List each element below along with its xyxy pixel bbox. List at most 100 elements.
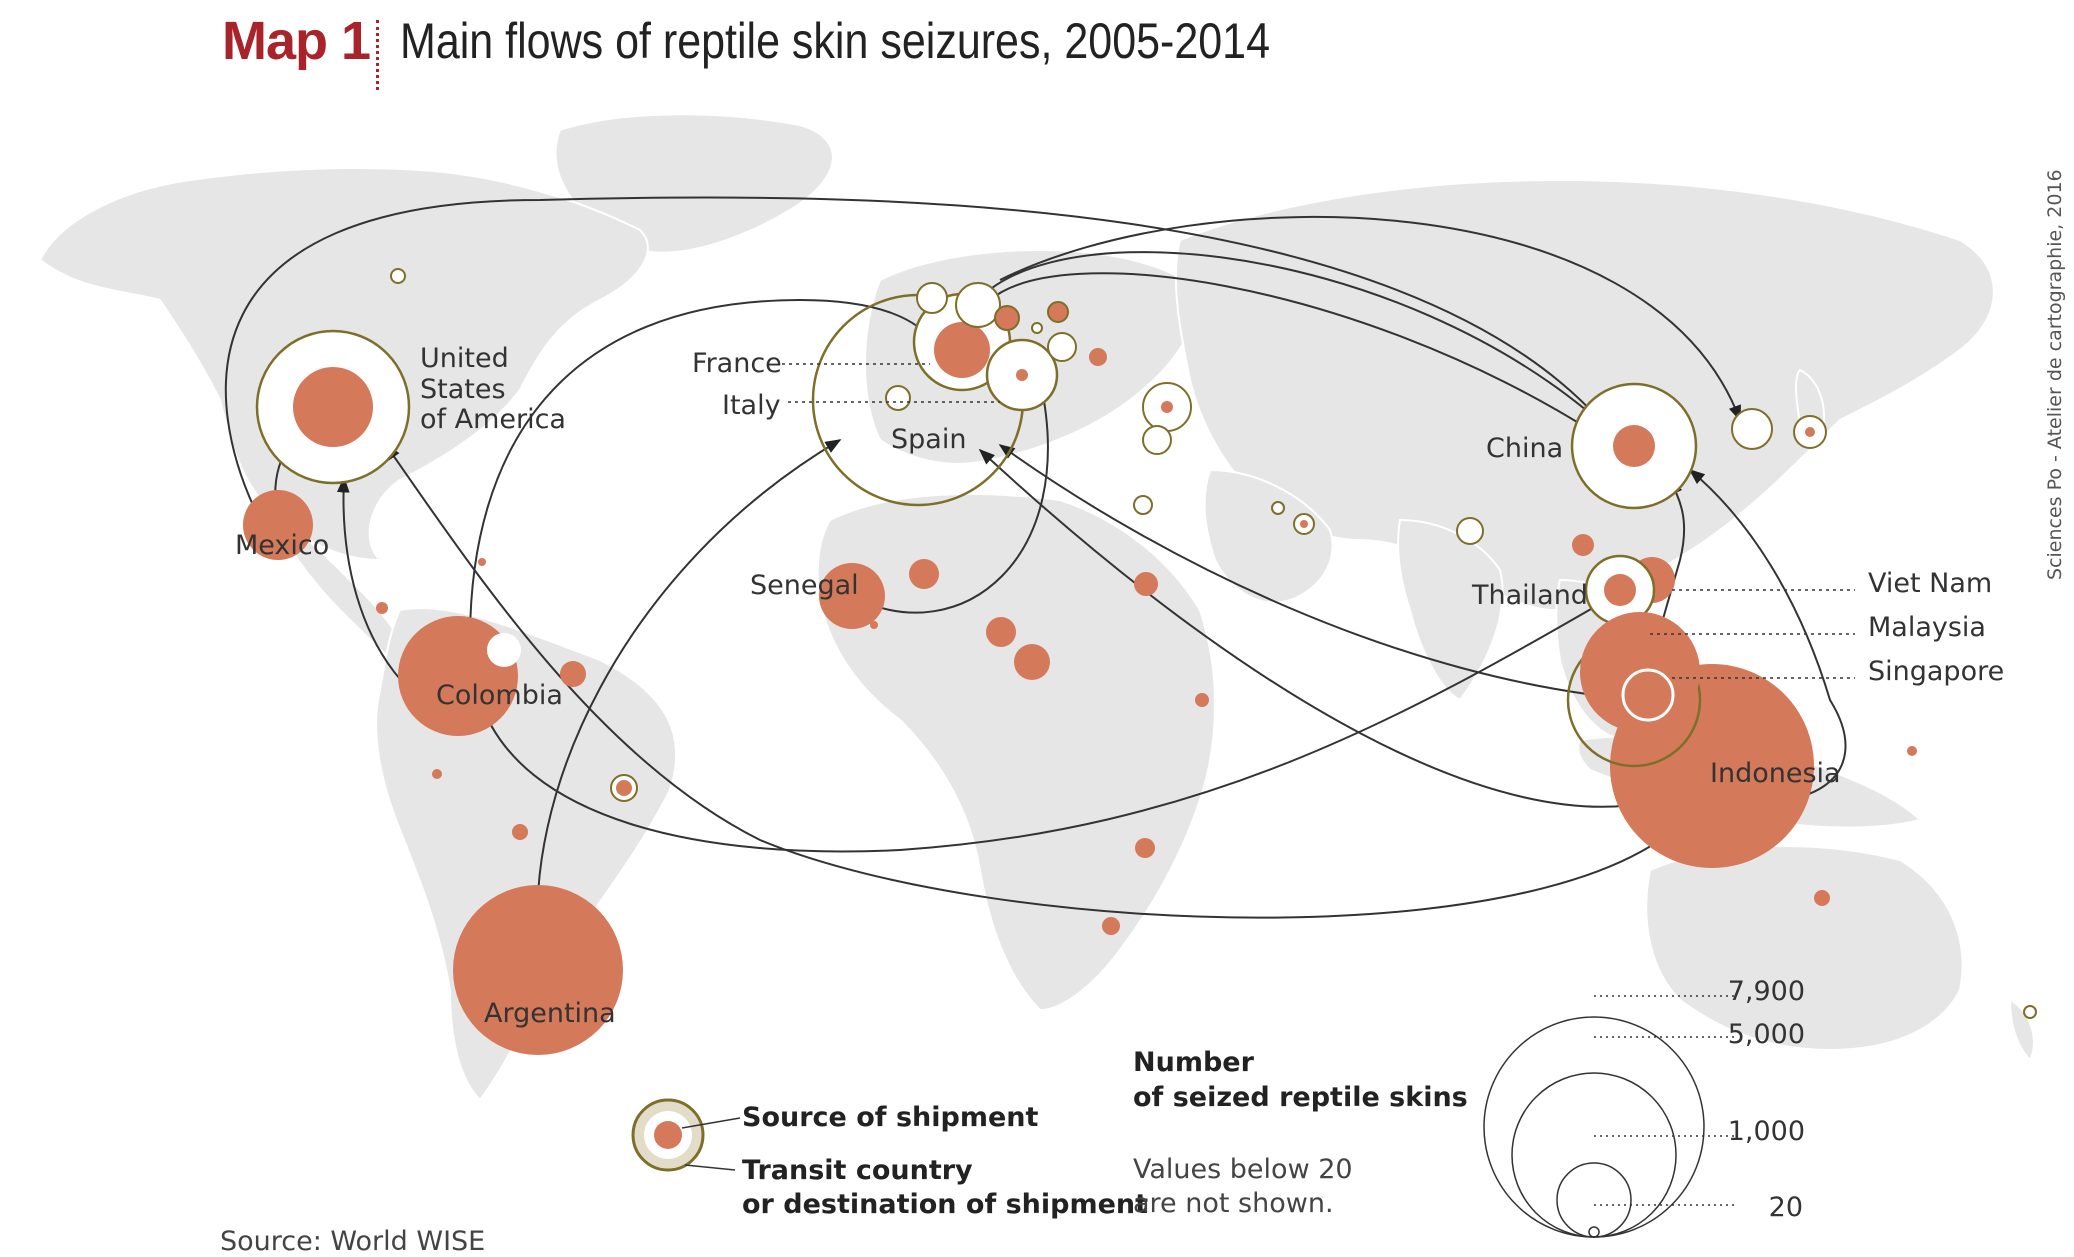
legend-source-label: Source of shipment <box>742 1102 1039 1133</box>
circle-brazil-source <box>616 780 632 796</box>
circle-nigeria-source <box>1014 644 1050 680</box>
land-masses <box>38 113 2035 1102</box>
flow-colombia-thailand <box>479 597 1612 853</box>
circle-kenya-source <box>1195 693 1209 707</box>
circle-australia-source <box>1814 890 1830 906</box>
flow-mexico-china <box>224 196 1602 521</box>
flow-indonesia-usa <box>385 443 1701 919</box>
flow-europe-china <box>989 272 1592 431</box>
circle-southafrica-source <box>1102 917 1120 935</box>
label-france: France <box>692 348 782 379</box>
flow-europe-china-2 <box>959 251 1622 442</box>
scale-label-1000: 1,000 <box>1728 1116 1805 1147</box>
circle-png-source <box>1907 746 1917 756</box>
circle-china-source <box>1613 425 1655 467</box>
circle-turkey-source <box>1161 401 1173 413</box>
scale-label-20: 20 <box>1769 1192 1803 1223</box>
flow-colombia-europe <box>469 298 936 641</box>
label-colombia: Colombia <box>436 680 563 711</box>
label-singapore: Singapore <box>1868 656 2004 687</box>
circle-bolivia-source <box>512 824 528 840</box>
circle-singapore-source <box>1643 690 1653 700</box>
circle-zambia-source <box>1135 838 1155 858</box>
circle-italy-source <box>1016 369 1028 381</box>
label-senegal: Senegal <box>750 570 859 601</box>
legend-size-title-2: of seized reptile skins <box>1133 1082 1468 1113</box>
circle-uk-transit <box>916 282 948 314</box>
label-usa-3: of America <box>420 404 566 435</box>
circle-russia-source <box>1089 348 1107 366</box>
scale-circle-5000 <box>1511 1072 1677 1238</box>
flow-malaysia-spain <box>998 444 1641 701</box>
legend-transit-label-1: Transit country <box>742 1155 973 1186</box>
circle-oman-source <box>1300 520 1308 528</box>
country-labels: United States of America Mexico Colombia… <box>235 343 2004 1029</box>
circle-japan-source <box>1805 427 1815 437</box>
legend-note-2: are not shown. <box>1133 1188 1334 1219</box>
land-australia <box>1645 845 1964 1052</box>
legend-transit-label-2: or destination of shipment <box>742 1189 1149 1220</box>
circle-canada-transit <box>390 268 406 284</box>
circles <box>243 268 2037 1055</box>
flow-senegal-italy <box>855 378 1050 614</box>
label-usa-2: States <box>420 374 506 405</box>
circle-nz-transit <box>2023 1005 2037 1019</box>
flow-colombia-usa <box>336 476 411 691</box>
circle-mali-source <box>909 559 939 589</box>
circle-thailand-source <box>1604 574 1636 606</box>
title-separator <box>376 20 379 90</box>
circle-mexico-source <box>243 490 313 560</box>
land-india <box>1397 518 1504 702</box>
circle-guyana-source <box>560 661 586 687</box>
circle-france-source <box>934 322 990 378</box>
scale-label-5000: 5,000 <box>1728 1019 1805 1050</box>
label-indonesia: Indonesia <box>1710 758 1841 789</box>
circle-argentina-source <box>453 885 623 1055</box>
land-africa <box>816 493 1216 1012</box>
circle-centralam-source <box>376 602 388 614</box>
label-malaysia: Malaysia <box>1868 612 1986 643</box>
legend-note-1: Values below 20 <box>1133 1154 1353 1185</box>
circle-ukraine-source <box>1047 301 1069 323</box>
legend-size-title-1: Number <box>1133 1047 1254 1078</box>
circle-guinea-source <box>870 621 878 629</box>
circle-singapore-transit <box>1621 668 1675 722</box>
flow-indonesia-spain <box>978 448 1661 808</box>
circle-caribbean-source <box>478 558 486 566</box>
map-number: Map 1 <box>222 11 371 71</box>
circle-korea-transit <box>1731 408 1773 450</box>
circle-germany-transit <box>955 282 1001 328</box>
credit: Sciences Po - Atelier de cartographie, 2… <box>2044 169 2066 580</box>
land-arabia <box>1203 468 1334 604</box>
circle-usa-source <box>293 367 373 447</box>
circle-ghana-source <box>986 617 1016 647</box>
source-note: Source: World WISE <box>220 1226 486 1257</box>
circle-senegal-source <box>819 563 885 629</box>
scale-circle-1000 <box>1556 1162 1632 1238</box>
label-viet-nam: Viet Nam <box>1868 568 1992 599</box>
circle-poland-source <box>994 305 1020 331</box>
circle-balkan-transit <box>1047 332 1077 362</box>
circle-colombia-transit <box>487 633 521 667</box>
flow-europe-japan <box>999 215 1741 422</box>
legend-size-labels: 7,900 5,000 1,000 20 <box>1728 976 1805 1223</box>
circle-sudan-source <box>1134 572 1158 596</box>
circle-lebanon-transit <box>1142 425 1172 455</box>
label-italy: Italy <box>722 390 781 421</box>
legend-size-scale <box>1483 995 1738 1238</box>
circle-portugal-transit <box>885 385 911 411</box>
label-usa-1: United <box>420 343 509 374</box>
circle-egypt-transit <box>1133 495 1153 515</box>
circle-myanmar-source <box>1572 534 1594 556</box>
scale-circle-20 <box>1588 1226 1600 1238</box>
leader-lines <box>782 363 1855 679</box>
circle-europe-small <box>1031 322 1043 334</box>
legend-symbol <box>631 1098 741 1172</box>
legend-source-circle <box>654 1121 682 1149</box>
circle-uae-transit <box>1271 501 1285 515</box>
label-spain: Spain <box>891 424 966 455</box>
circle-ecuador-source <box>432 769 442 779</box>
page-title: Main flows of reptile skin seizures, 200… <box>400 13 1270 69</box>
circle-india-transit <box>1456 517 1484 545</box>
